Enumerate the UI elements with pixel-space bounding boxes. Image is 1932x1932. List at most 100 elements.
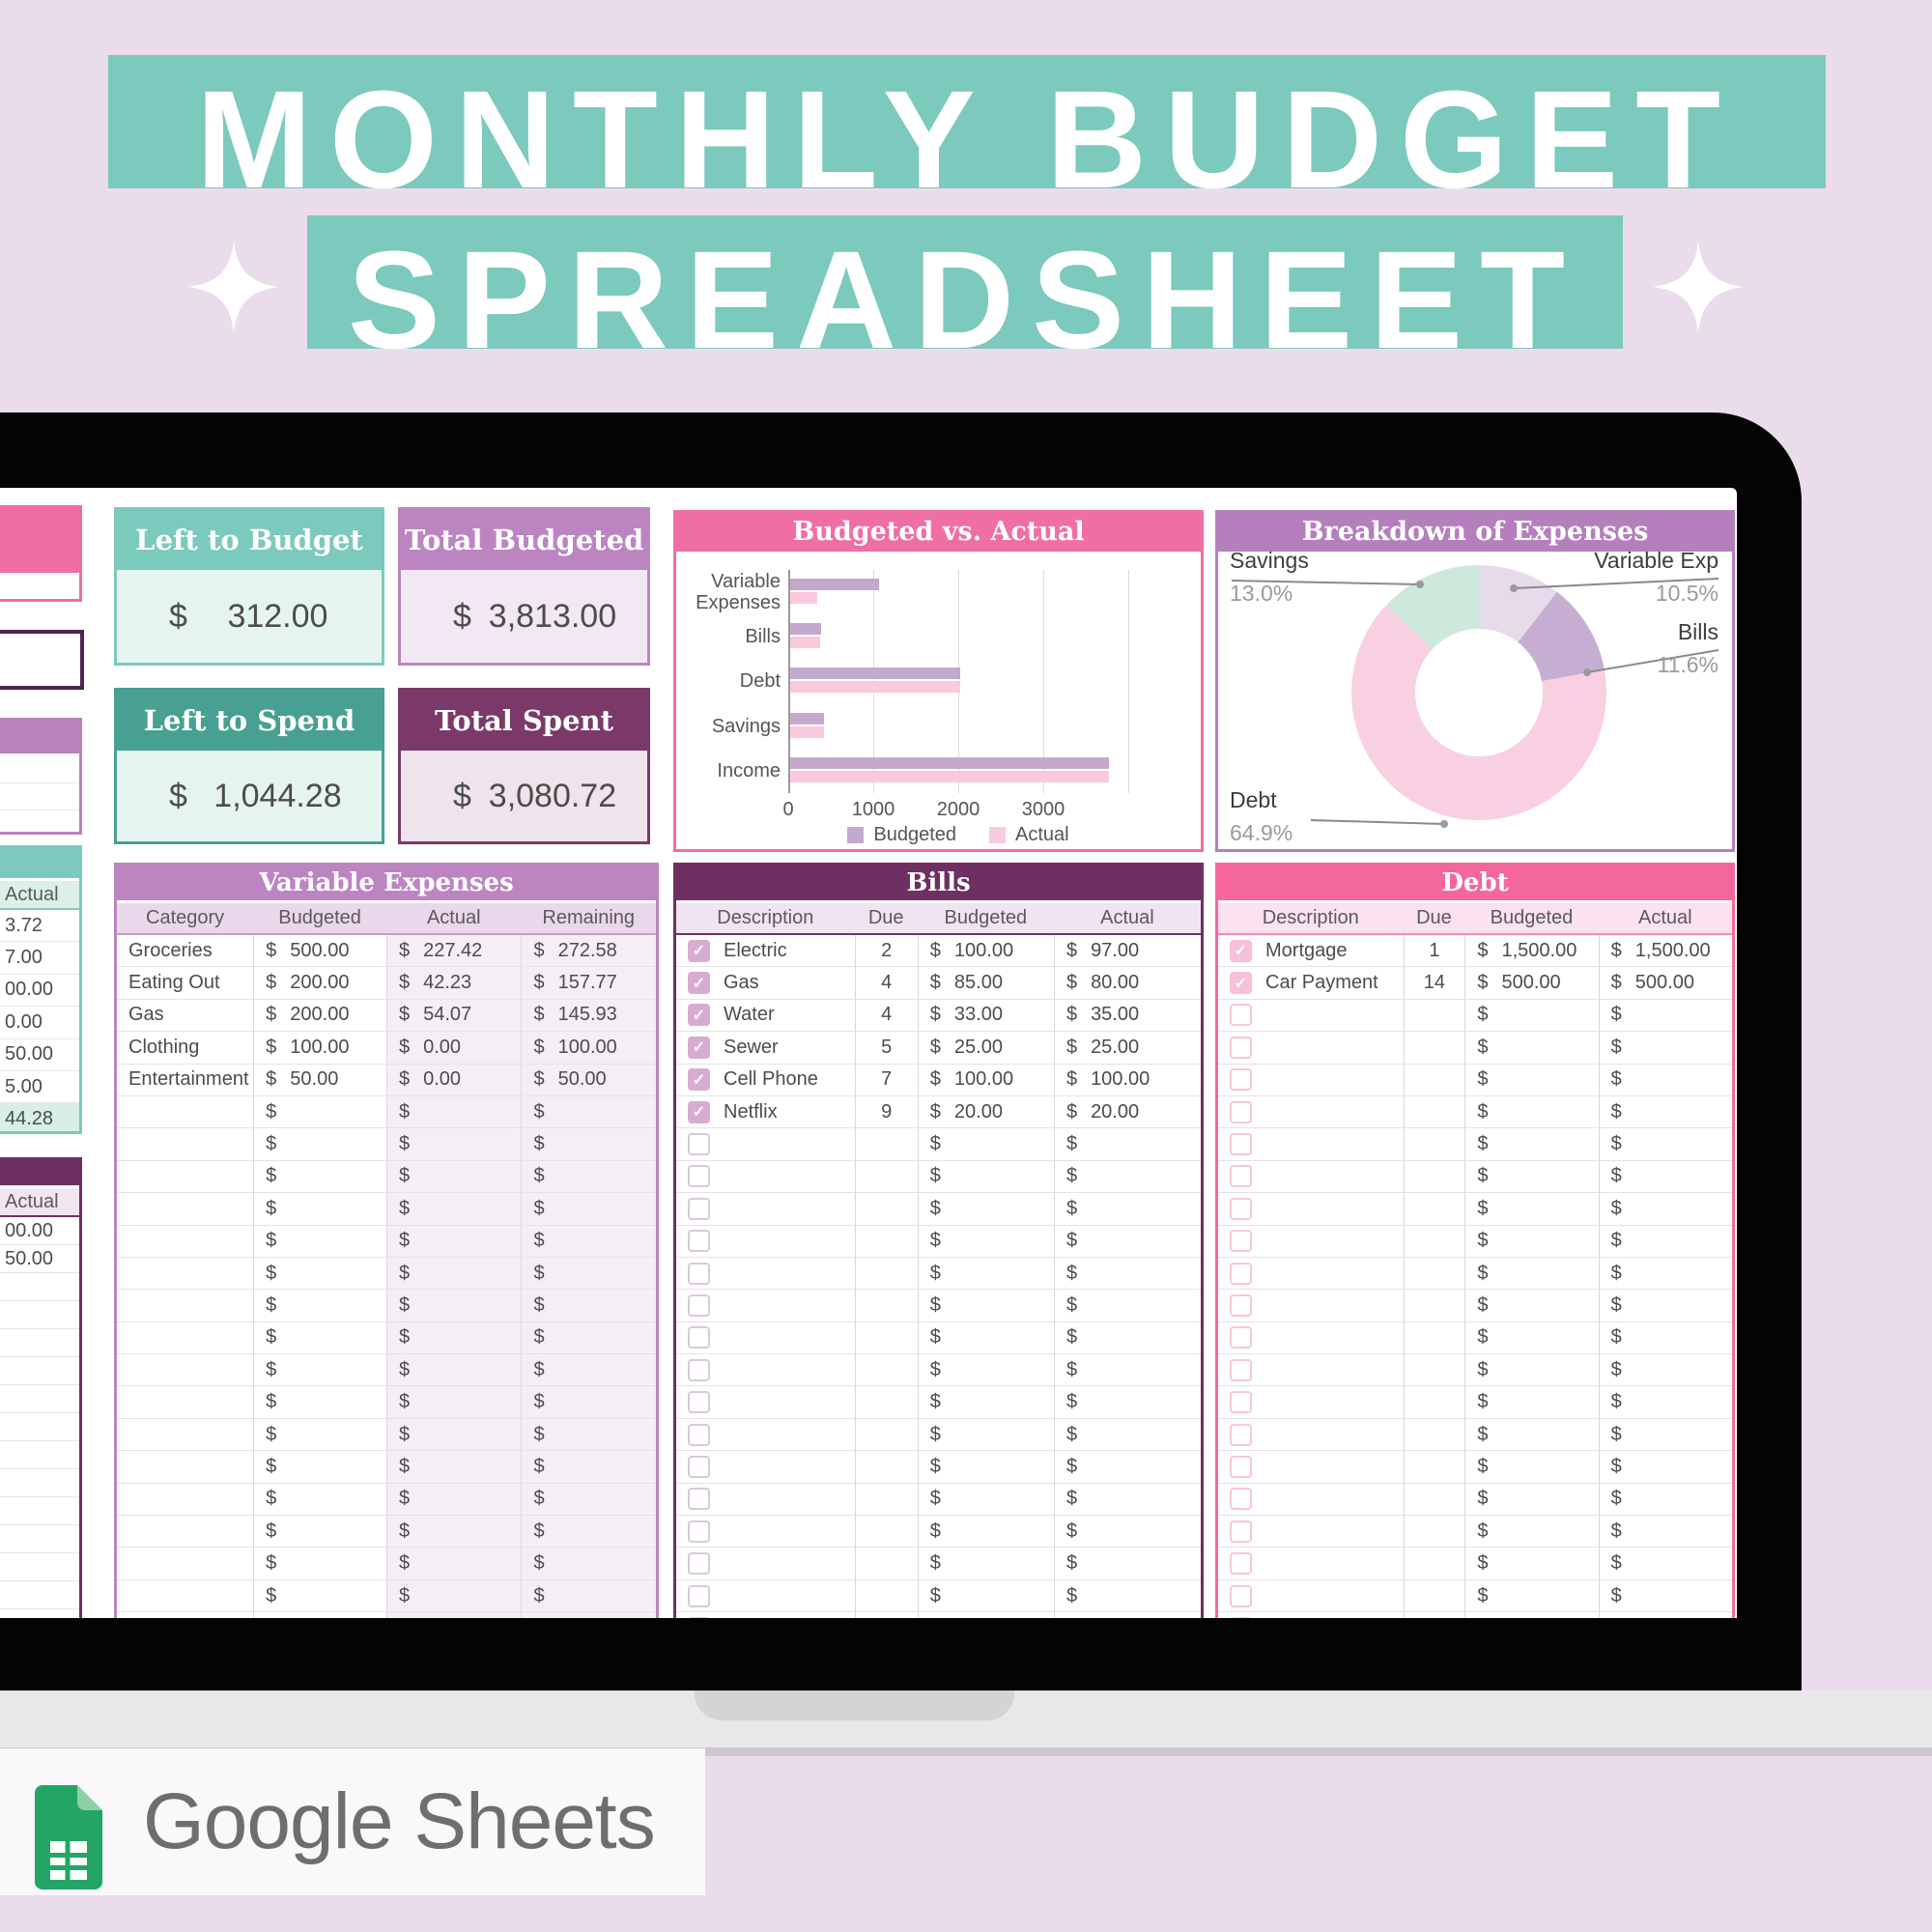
money-cell: $97.00 — [1053, 935, 1201, 967]
checked-checkbox[interactable]: ✓ — [688, 1068, 710, 1092]
unchecked-checkbox[interactable] — [1230, 1488, 1252, 1511]
unchecked-checkbox[interactable] — [1230, 1616, 1252, 1618]
unchecked-checkbox[interactable] — [1230, 1552, 1252, 1576]
checked-checkbox[interactable]: ✓ — [688, 972, 710, 995]
due-cell — [854, 1579, 918, 1612]
money-cell: $ — [253, 1193, 386, 1225]
unchecked-checkbox[interactable] — [688, 1262, 710, 1285]
money-cell: $33.00 — [917, 999, 1054, 1032]
money-cell: $ — [253, 1290, 386, 1321]
unchecked-checkbox[interactable] — [688, 1455, 710, 1478]
due-cell — [1403, 1225, 1465, 1257]
money-cell: $85.00 — [917, 967, 1054, 999]
unchecked-checkbox[interactable] — [1230, 1165, 1252, 1188]
currency-symbol: $ — [533, 1004, 545, 1026]
money-cell: $ — [385, 1160, 522, 1193]
currency-symbol: $ — [1065, 1326, 1078, 1349]
unchecked-checkbox[interactable] — [688, 1423, 710, 1446]
unchecked-checkbox[interactable] — [688, 1358, 710, 1381]
money-cell: $ — [521, 1354, 656, 1386]
description-cell — [1218, 1032, 1404, 1063]
table-row: $$ — [1218, 1064, 1732, 1096]
debt-table: Debt Description Due Budgeted Actual ✓ Mortg… — [1215, 863, 1735, 1618]
table-row-empty — [0, 1469, 79, 1497]
checked-checkbox[interactable]: ✓ — [688, 1036, 710, 1059]
google-sheets-wordmark: Google Sheets — [143, 1777, 656, 1865]
currency-symbol: $ — [169, 777, 187, 814]
unchecked-checkbox[interactable] — [688, 1293, 710, 1317]
unchecked-checkbox[interactable] — [1230, 1262, 1252, 1285]
table-row-empty — [0, 1385, 79, 1413]
table-row-empty — [0, 1357, 79, 1385]
unchecked-checkbox[interactable] — [688, 1391, 710, 1414]
unchecked-checkbox[interactable] — [1230, 1358, 1252, 1381]
unchecked-checkbox[interactable] — [688, 1326, 710, 1350]
unchecked-checkbox[interactable] — [1230, 1100, 1252, 1123]
money-cell: $ — [917, 1451, 1054, 1483]
unchecked-checkbox[interactable] — [688, 1230, 710, 1253]
unchecked-checkbox[interactable] — [688, 1616, 710, 1618]
description-cell — [676, 1419, 855, 1450]
money-cell: $ — [1053, 1128, 1201, 1160]
currency-symbol: $ — [398, 1326, 411, 1349]
due-cell: 5 — [854, 1032, 918, 1064]
table-row: $$ — [676, 1612, 1201, 1618]
unchecked-checkbox[interactable] — [1230, 1293, 1252, 1317]
unchecked-checkbox[interactable] — [1230, 1230, 1252, 1253]
money-cell: $ — [917, 1579, 1054, 1612]
unchecked-checkbox[interactable] — [1230, 1004, 1252, 1027]
unchecked-checkbox[interactable] — [1230, 1391, 1252, 1414]
table-row: $$ — [676, 1193, 1201, 1226]
due-cell — [1403, 1321, 1465, 1354]
unchecked-checkbox[interactable] — [688, 1584, 710, 1607]
checked-checkbox[interactable]: ✓ — [1230, 972, 1252, 995]
title-text-line1: MONTHLY BUDGET — [195, 62, 1739, 217]
unchecked-checkbox[interactable] — [688, 1197, 710, 1220]
money-cell: $ — [1464, 1451, 1598, 1483]
unchecked-checkbox[interactable] — [688, 1520, 710, 1543]
table-row-empty: $ $ $ — [117, 1257, 656, 1291]
table-row-empty: $ $ $ — [117, 1128, 656, 1161]
unchecked-checkbox[interactable] — [1230, 1326, 1252, 1350]
due-cell — [854, 1257, 918, 1290]
money-cell: $500.00 — [1464, 967, 1598, 999]
category-cell — [117, 1612, 253, 1618]
table-row: ✓ Electric 2 $100.00 $97.00 — [676, 935, 1201, 968]
money-cell: $ — [1053, 1290, 1201, 1321]
description-cell: ✓ Gas — [676, 967, 855, 998]
currency-symbol: $ — [1610, 1036, 1622, 1058]
due-cell — [1403, 1193, 1465, 1225]
currency-symbol: $ — [1477, 1197, 1489, 1219]
unchecked-checkbox[interactable] — [688, 1488, 710, 1511]
due-cell: 4 — [854, 967, 918, 999]
table-row: $$ — [1218, 1225, 1732, 1258]
description-cell — [676, 1548, 855, 1578]
donut-label-debt: Debt 64.9% — [1230, 787, 1293, 845]
unchecked-checkbox[interactable] — [1230, 1133, 1252, 1156]
money-cell: $ — [1053, 1516, 1201, 1548]
unchecked-checkbox[interactable] — [1230, 1036, 1252, 1059]
unchecked-checkbox[interactable] — [1230, 1423, 1252, 1446]
currency-symbol: $ — [1477, 1552, 1489, 1575]
currency-symbol: $ — [533, 1165, 545, 1187]
unchecked-checkbox[interactable] — [688, 1552, 710, 1576]
donut-label-bills: Bills 11.6% — [1657, 619, 1719, 677]
currency-symbol: $ — [1477, 1165, 1489, 1187]
title-banner-line1: MONTHLY BUDGET — [108, 55, 1826, 213]
unchecked-checkbox[interactable] — [1230, 1068, 1252, 1092]
unchecked-checkbox[interactable] — [688, 1133, 710, 1156]
unchecked-checkbox[interactable] — [1230, 1584, 1252, 1607]
checked-checkbox[interactable]: ✓ — [688, 1100, 710, 1123]
currency-symbol: $ — [1610, 1520, 1622, 1542]
currency-symbol: $ — [266, 1197, 277, 1219]
checked-checkbox[interactable]: ✓ — [688, 1004, 710, 1027]
unchecked-checkbox[interactable] — [1230, 1197, 1252, 1220]
unchecked-checkbox[interactable] — [688, 1165, 710, 1188]
unchecked-checkbox[interactable] — [1230, 1455, 1252, 1478]
checked-checkbox[interactable]: ✓ — [1230, 939, 1252, 962]
unchecked-checkbox[interactable] — [1230, 1520, 1252, 1543]
table-row: $$ — [676, 1354, 1201, 1387]
checked-checkbox[interactable]: ✓ — [688, 939, 710, 962]
money-cell: $ — [521, 1225, 656, 1257]
due-cell: 7 — [854, 1064, 918, 1095]
